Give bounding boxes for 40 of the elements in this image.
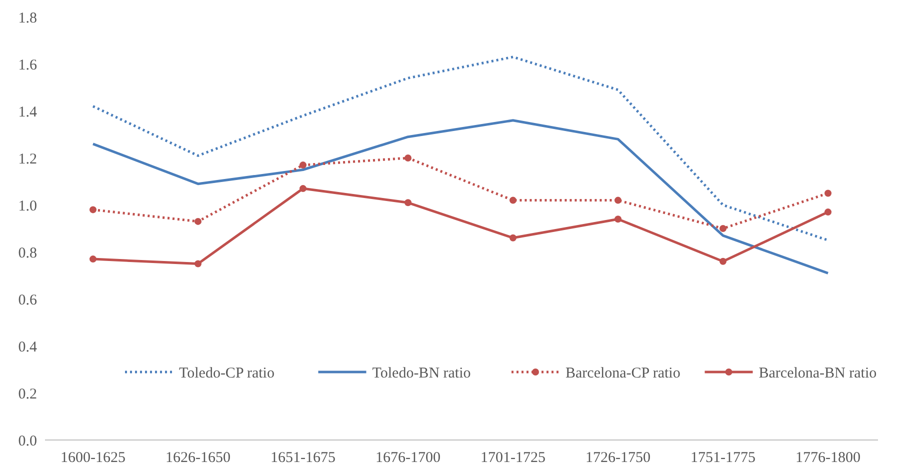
legend-label: Toledo-BN ratio (372, 365, 471, 382)
x-tick-label: 1626-1650 (166, 450, 230, 466)
x-tick-label: 1651-1675 (270, 450, 336, 466)
x-tick-label: 1676-1700 (376, 450, 440, 466)
point (614, 196, 622, 204)
point (404, 199, 412, 206)
point (300, 162, 306, 169)
point (90, 206, 96, 214)
x-tick-label: 1600-1625 (60, 450, 126, 466)
point (720, 225, 726, 232)
line-series (92, 119, 830, 274)
y-tick-label: 0.8 (18, 245, 37, 262)
y-tick-label: 0.2 (18, 386, 37, 402)
point (194, 218, 202, 225)
x-tick-label: 1751-1775 (690, 450, 756, 466)
legend-label: Toledo-CP ratio (179, 365, 274, 382)
point (614, 216, 622, 223)
line-series (92, 56, 830, 242)
y-tick-label: 0.4 (18, 339, 38, 356)
y-tick-label: 1.8 (18, 10, 37, 26)
x-tick-label: 1726-1750 (586, 450, 650, 466)
y-tick-label: 0.6 (18, 292, 38, 308)
y-tick-label: 1.6 (18, 57, 38, 74)
x-tick-label: 1701-1725 (480, 450, 546, 466)
y-tick-label: 0.0 (18, 433, 37, 450)
point (720, 258, 726, 265)
x-tick-label: 1776-1800 (796, 450, 860, 466)
point (300, 185, 306, 192)
point (824, 190, 832, 197)
legend-label: Barcelona-CP ratio (566, 365, 680, 382)
point (824, 208, 832, 216)
point (90, 256, 96, 263)
point (510, 196, 516, 204)
y-tick-label: 1.4 (18, 104, 38, 120)
point (194, 260, 202, 268)
y-tick-label: 1.2 (18, 151, 37, 168)
point (404, 154, 412, 162)
y-tick-label: 1.0 (18, 198, 37, 214)
point (510, 234, 516, 242)
legend-label: Barcelona-BN ratio (758, 365, 877, 382)
